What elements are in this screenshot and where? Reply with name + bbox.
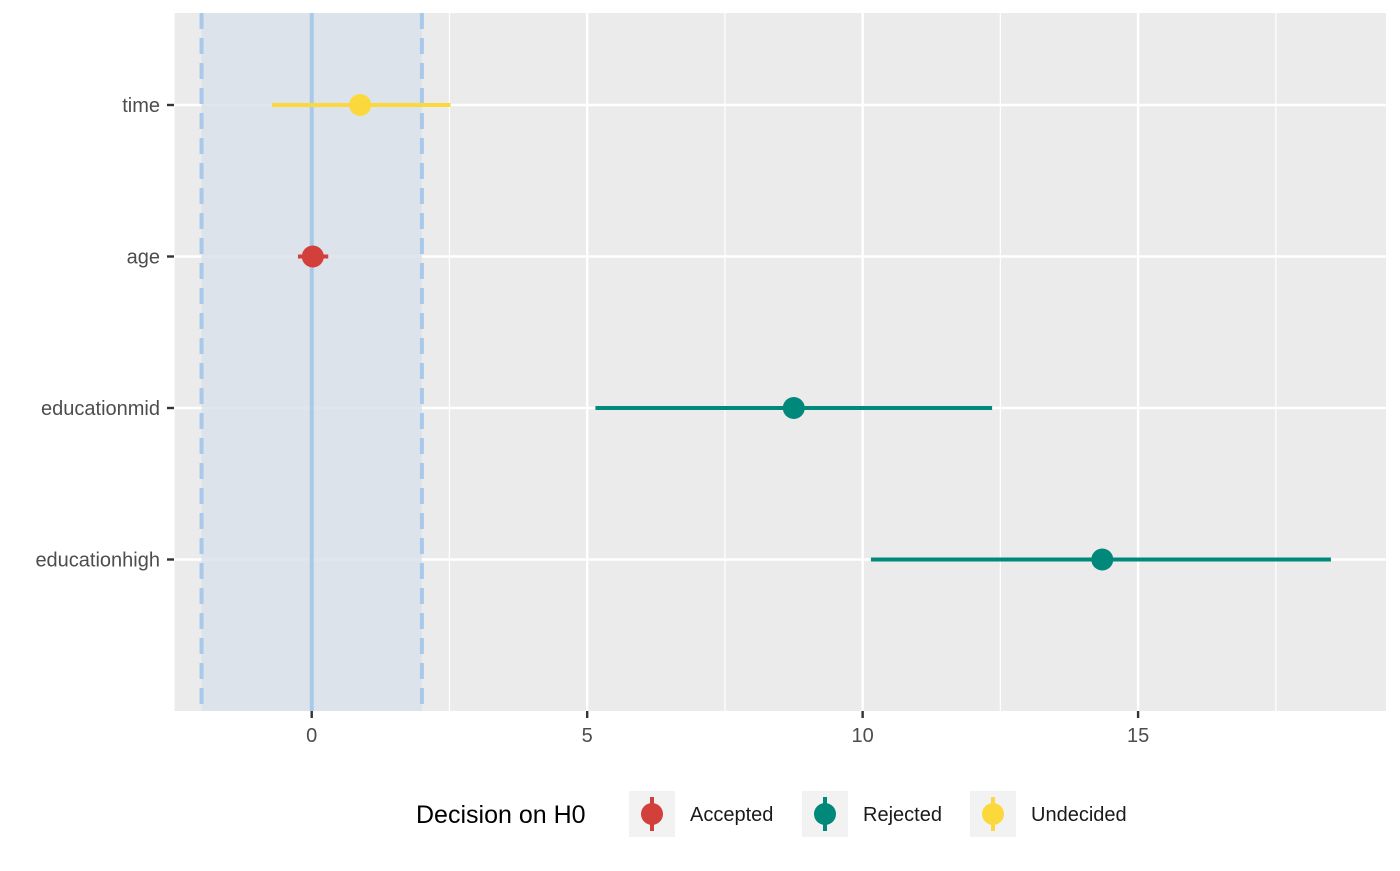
point-time [349, 94, 372, 116]
legend-label-accepted: Accepted [690, 804, 773, 826]
point-age [301, 245, 324, 268]
x-tick-label: 5 [582, 725, 593, 747]
y-tick-label-educationhigh: educationhigh [35, 550, 160, 572]
legend-title: Decision on H0 [416, 801, 586, 829]
point-educationmid [782, 397, 805, 419]
x-tick-label: 10 [852, 725, 874, 747]
minor-grid [173, 13, 1277, 711]
x-tick-label: 15 [1127, 725, 1149, 747]
y-tick-label-age: age [127, 247, 160, 269]
y-axis: time age educationmid educationhigh [35, 95, 174, 572]
legend-key-point [641, 803, 663, 825]
rope-region [199, 13, 424, 711]
legend-label-undecided: Undecided [1031, 804, 1127, 826]
estimate-points [301, 94, 1114, 571]
legend: Decision on H0 Accepted Rejected Undecided [416, 791, 1127, 837]
x-axis: 0 5 10 15 [306, 711, 1149, 747]
point-educationhigh [1091, 548, 1114, 571]
legend-label-rejected: Rejected [863, 804, 942, 826]
y-tick-label-time: time [122, 95, 160, 117]
legend-key-point [982, 803, 1004, 825]
x-tick-label: 0 [306, 725, 317, 747]
y-tick-label-educationmid: educationmid [41, 398, 160, 420]
legend-key-point [814, 803, 836, 825]
